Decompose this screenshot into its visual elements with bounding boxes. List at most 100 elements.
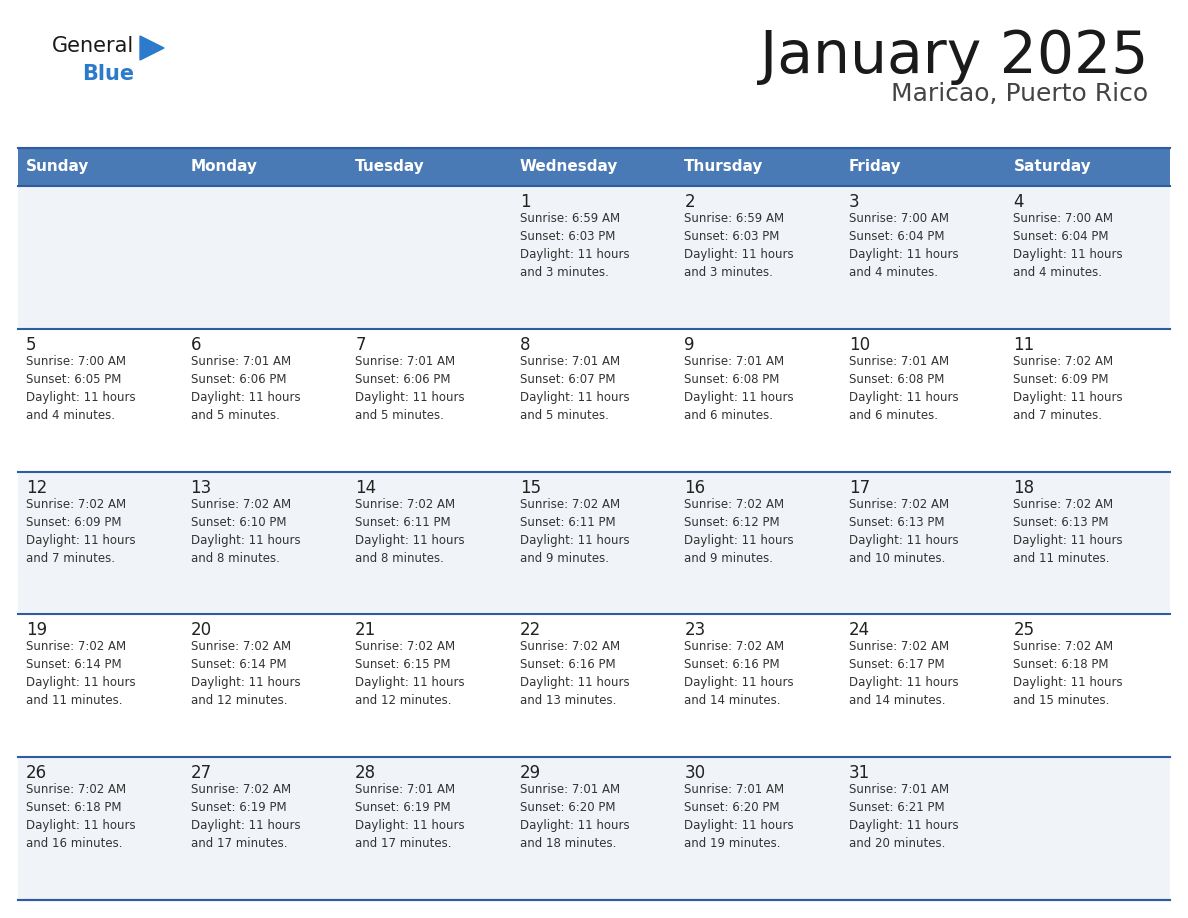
Text: Blue: Blue xyxy=(82,64,134,84)
Text: Sunrise: 7:01 AM
Sunset: 6:19 PM
Daylight: 11 hours
and 17 minutes.: Sunrise: 7:01 AM Sunset: 6:19 PM Dayligh… xyxy=(355,783,465,850)
Text: Sunrise: 7:02 AM
Sunset: 6:14 PM
Daylight: 11 hours
and 12 minutes.: Sunrise: 7:02 AM Sunset: 6:14 PM Dayligh… xyxy=(190,641,301,708)
Bar xyxy=(183,614,347,757)
Bar xyxy=(841,186,1005,329)
Text: Sunrise: 7:02 AM
Sunset: 6:12 PM
Daylight: 11 hours
and 9 minutes.: Sunrise: 7:02 AM Sunset: 6:12 PM Dayligh… xyxy=(684,498,794,565)
Bar xyxy=(183,329,347,472)
Text: 26: 26 xyxy=(26,764,48,782)
Text: 21: 21 xyxy=(355,621,377,640)
Bar xyxy=(512,614,676,757)
Text: 6: 6 xyxy=(190,336,201,353)
Text: 10: 10 xyxy=(849,336,870,353)
Text: 17: 17 xyxy=(849,478,870,497)
Text: Sunrise: 7:02 AM
Sunset: 6:19 PM
Daylight: 11 hours
and 17 minutes.: Sunrise: 7:02 AM Sunset: 6:19 PM Dayligh… xyxy=(190,783,301,850)
Bar xyxy=(347,329,512,472)
Text: 19: 19 xyxy=(26,621,48,640)
Text: 20: 20 xyxy=(190,621,211,640)
Text: Tuesday: Tuesday xyxy=(355,160,425,174)
Text: 7: 7 xyxy=(355,336,366,353)
Text: Sunrise: 6:59 AM
Sunset: 6:03 PM
Daylight: 11 hours
and 3 minutes.: Sunrise: 6:59 AM Sunset: 6:03 PM Dayligh… xyxy=(684,212,794,279)
Bar xyxy=(347,186,512,329)
Bar xyxy=(18,757,183,900)
Text: 14: 14 xyxy=(355,478,377,497)
Text: Sunrise: 7:02 AM
Sunset: 6:15 PM
Daylight: 11 hours
and 12 minutes.: Sunrise: 7:02 AM Sunset: 6:15 PM Dayligh… xyxy=(355,641,465,708)
Text: Sunrise: 7:02 AM
Sunset: 6:13 PM
Daylight: 11 hours
and 10 minutes.: Sunrise: 7:02 AM Sunset: 6:13 PM Dayligh… xyxy=(849,498,959,565)
Bar xyxy=(1005,614,1170,757)
Bar xyxy=(347,472,512,614)
Bar xyxy=(676,472,841,614)
Text: Saturday: Saturday xyxy=(1013,160,1092,174)
Text: 27: 27 xyxy=(190,764,211,782)
Text: Wednesday: Wednesday xyxy=(519,160,618,174)
Text: 15: 15 xyxy=(519,478,541,497)
Bar xyxy=(183,757,347,900)
Text: 8: 8 xyxy=(519,336,530,353)
Text: Sunrise: 7:02 AM
Sunset: 6:16 PM
Daylight: 11 hours
and 14 minutes.: Sunrise: 7:02 AM Sunset: 6:16 PM Dayligh… xyxy=(684,641,794,708)
Text: Friday: Friday xyxy=(849,160,902,174)
Text: Sunrise: 7:00 AM
Sunset: 6:04 PM
Daylight: 11 hours
and 4 minutes.: Sunrise: 7:00 AM Sunset: 6:04 PM Dayligh… xyxy=(849,212,959,279)
Bar xyxy=(1005,329,1170,472)
Text: Sunrise: 7:01 AM
Sunset: 6:08 PM
Daylight: 11 hours
and 6 minutes.: Sunrise: 7:01 AM Sunset: 6:08 PM Dayligh… xyxy=(684,354,794,421)
Text: 1: 1 xyxy=(519,193,530,211)
Text: 13: 13 xyxy=(190,478,211,497)
Text: Sunrise: 7:02 AM
Sunset: 6:13 PM
Daylight: 11 hours
and 11 minutes.: Sunrise: 7:02 AM Sunset: 6:13 PM Dayligh… xyxy=(1013,498,1123,565)
Text: 23: 23 xyxy=(684,621,706,640)
Bar xyxy=(183,472,347,614)
Text: 11: 11 xyxy=(1013,336,1035,353)
Text: 29: 29 xyxy=(519,764,541,782)
Text: Sunrise: 7:02 AM
Sunset: 6:09 PM
Daylight: 11 hours
and 7 minutes.: Sunrise: 7:02 AM Sunset: 6:09 PM Dayligh… xyxy=(26,498,135,565)
Text: Sunrise: 7:01 AM
Sunset: 6:21 PM
Daylight: 11 hours
and 20 minutes.: Sunrise: 7:01 AM Sunset: 6:21 PM Dayligh… xyxy=(849,783,959,850)
Text: 30: 30 xyxy=(684,764,706,782)
Text: 2: 2 xyxy=(684,193,695,211)
Bar xyxy=(512,148,676,186)
Bar xyxy=(841,472,1005,614)
Text: 28: 28 xyxy=(355,764,377,782)
Text: Sunrise: 7:01 AM
Sunset: 6:06 PM
Daylight: 11 hours
and 5 minutes.: Sunrise: 7:01 AM Sunset: 6:06 PM Dayligh… xyxy=(190,354,301,421)
Text: 5: 5 xyxy=(26,336,37,353)
Text: Sunday: Sunday xyxy=(26,160,89,174)
Bar xyxy=(512,329,676,472)
Text: Sunrise: 7:02 AM
Sunset: 6:11 PM
Daylight: 11 hours
and 8 minutes.: Sunrise: 7:02 AM Sunset: 6:11 PM Dayligh… xyxy=(355,498,465,565)
Bar xyxy=(18,186,183,329)
Bar xyxy=(512,186,676,329)
Bar xyxy=(18,329,183,472)
Bar xyxy=(18,148,183,186)
Bar xyxy=(347,614,512,757)
Text: Sunrise: 6:59 AM
Sunset: 6:03 PM
Daylight: 11 hours
and 3 minutes.: Sunrise: 6:59 AM Sunset: 6:03 PM Dayligh… xyxy=(519,212,630,279)
Bar xyxy=(676,329,841,472)
Text: Sunrise: 7:02 AM
Sunset: 6:14 PM
Daylight: 11 hours
and 11 minutes.: Sunrise: 7:02 AM Sunset: 6:14 PM Dayligh… xyxy=(26,641,135,708)
Bar xyxy=(183,186,347,329)
Text: 9: 9 xyxy=(684,336,695,353)
Text: 22: 22 xyxy=(519,621,541,640)
Text: Thursday: Thursday xyxy=(684,160,764,174)
Bar xyxy=(18,472,183,614)
Bar xyxy=(676,148,841,186)
Text: Maricao, Puerto Rico: Maricao, Puerto Rico xyxy=(891,82,1148,106)
Bar xyxy=(841,757,1005,900)
Text: Sunrise: 7:01 AM
Sunset: 6:06 PM
Daylight: 11 hours
and 5 minutes.: Sunrise: 7:01 AM Sunset: 6:06 PM Dayligh… xyxy=(355,354,465,421)
Text: Sunrise: 7:01 AM
Sunset: 6:07 PM
Daylight: 11 hours
and 5 minutes.: Sunrise: 7:01 AM Sunset: 6:07 PM Dayligh… xyxy=(519,354,630,421)
Text: 31: 31 xyxy=(849,764,870,782)
Text: Sunrise: 7:02 AM
Sunset: 6:10 PM
Daylight: 11 hours
and 8 minutes.: Sunrise: 7:02 AM Sunset: 6:10 PM Dayligh… xyxy=(190,498,301,565)
Bar xyxy=(841,329,1005,472)
Text: 18: 18 xyxy=(1013,478,1035,497)
Bar xyxy=(676,757,841,900)
Bar xyxy=(1005,472,1170,614)
Text: 12: 12 xyxy=(26,478,48,497)
Bar xyxy=(183,148,347,186)
Text: Sunrise: 7:02 AM
Sunset: 6:16 PM
Daylight: 11 hours
and 13 minutes.: Sunrise: 7:02 AM Sunset: 6:16 PM Dayligh… xyxy=(519,641,630,708)
Bar xyxy=(1005,757,1170,900)
Text: General: General xyxy=(52,36,134,56)
Text: 3: 3 xyxy=(849,193,859,211)
Text: Sunrise: 7:00 AM
Sunset: 6:05 PM
Daylight: 11 hours
and 4 minutes.: Sunrise: 7:00 AM Sunset: 6:05 PM Dayligh… xyxy=(26,354,135,421)
Text: 16: 16 xyxy=(684,478,706,497)
Text: Sunrise: 7:02 AM
Sunset: 6:17 PM
Daylight: 11 hours
and 14 minutes.: Sunrise: 7:02 AM Sunset: 6:17 PM Dayligh… xyxy=(849,641,959,708)
Text: Sunrise: 7:02 AM
Sunset: 6:18 PM
Daylight: 11 hours
and 16 minutes.: Sunrise: 7:02 AM Sunset: 6:18 PM Dayligh… xyxy=(26,783,135,850)
Bar xyxy=(512,757,676,900)
Bar xyxy=(347,148,512,186)
Text: Sunrise: 7:01 AM
Sunset: 6:08 PM
Daylight: 11 hours
and 6 minutes.: Sunrise: 7:01 AM Sunset: 6:08 PM Dayligh… xyxy=(849,354,959,421)
Text: Sunrise: 7:02 AM
Sunset: 6:11 PM
Daylight: 11 hours
and 9 minutes.: Sunrise: 7:02 AM Sunset: 6:11 PM Dayligh… xyxy=(519,498,630,565)
Bar xyxy=(18,614,183,757)
Text: Sunrise: 7:01 AM
Sunset: 6:20 PM
Daylight: 11 hours
and 19 minutes.: Sunrise: 7:01 AM Sunset: 6:20 PM Dayligh… xyxy=(684,783,794,850)
Bar xyxy=(676,186,841,329)
Text: Sunrise: 7:00 AM
Sunset: 6:04 PM
Daylight: 11 hours
and 4 minutes.: Sunrise: 7:00 AM Sunset: 6:04 PM Dayligh… xyxy=(1013,212,1123,279)
